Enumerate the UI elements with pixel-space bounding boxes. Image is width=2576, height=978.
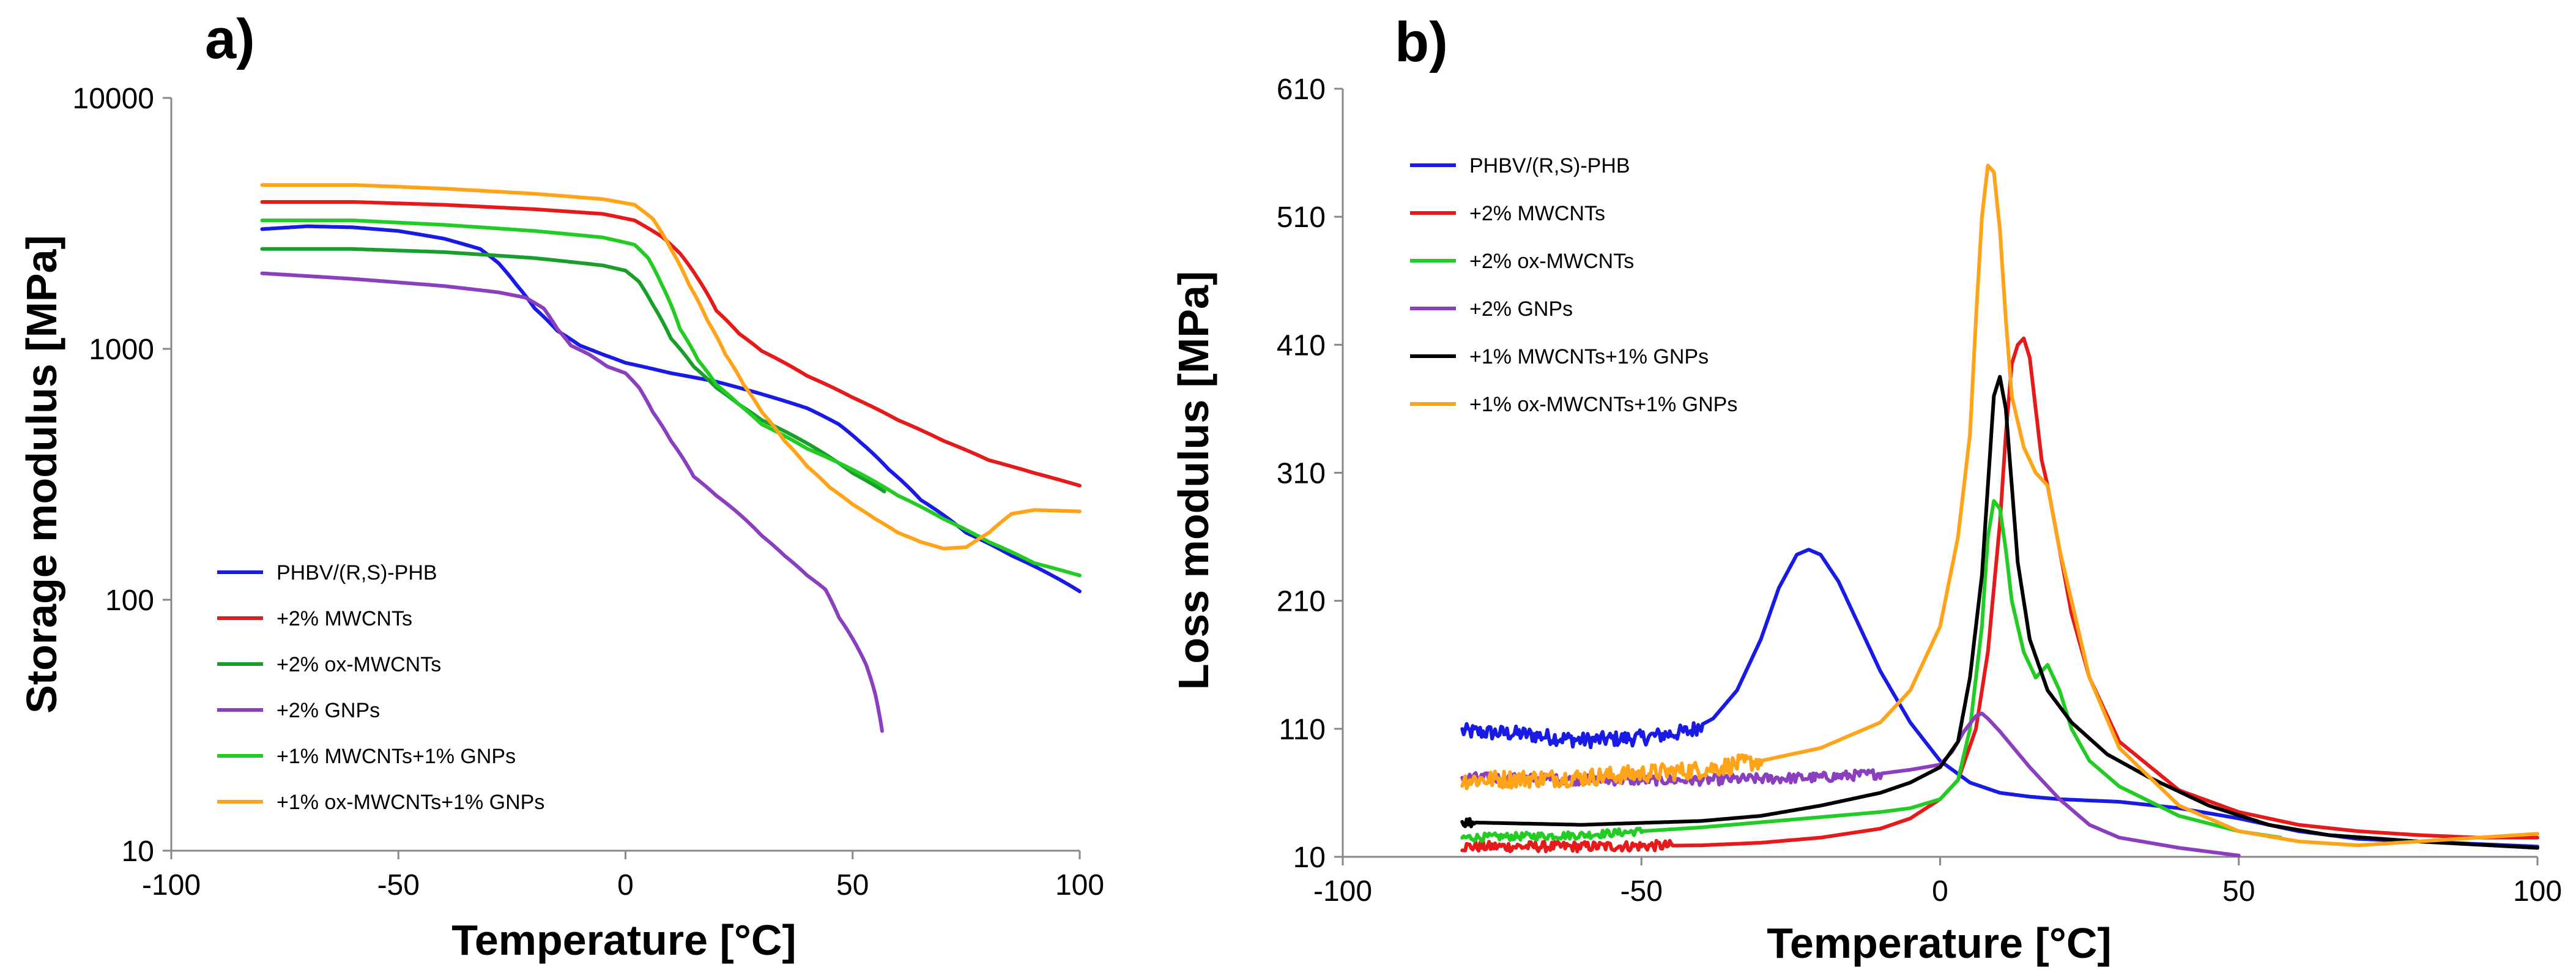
legend-entry-label: PHBV/(R,S)-PHB bbox=[1469, 154, 1630, 177]
panel-b-y-ticks: 10 110 210 310 410 510 610 bbox=[1277, 73, 1343, 874]
legend-entry-label: +2% ox-MWCNTs bbox=[1469, 250, 1634, 273]
panel-b-loss-modulus-chart: b) 10 110 210 310 410 510 610 -100 -50 0 50 100 Te… bbox=[1170, 11, 2562, 967]
legend-entry-label: +2% MWCNTs bbox=[1469, 202, 1605, 225]
y-tick-label: 610 bbox=[1277, 73, 1326, 106]
legend-entry-label: +2% GNPs bbox=[1469, 297, 1573, 321]
panel-a-series bbox=[260, 183, 1082, 733]
x-tick-label: 100 bbox=[2513, 875, 2562, 908]
x-tick-label: 0 bbox=[1932, 875, 1948, 908]
legend-entry-label: +2% GNPs bbox=[277, 699, 380, 722]
panel-b-label: b) bbox=[1395, 11, 1448, 73]
series-line-1 bbox=[260, 200, 1082, 488]
y-tick-label: 100 bbox=[105, 584, 154, 617]
y-tick-label: 110 bbox=[1279, 714, 1326, 746]
series-line-4 bbox=[260, 218, 1082, 578]
panel-b-x-ticks: -100 -50 0 50 100 bbox=[1313, 857, 2562, 908]
y-tick-label: 1000 bbox=[89, 334, 154, 366]
legend-entry-label: +2% MWCNTs bbox=[277, 607, 412, 630]
y-tick-label: 10 bbox=[122, 835, 154, 868]
panel-b-legend: PHBV/(R,S)-PHB +2% MWCNTs +2% ox-MWCNTs +2%… bbox=[1410, 154, 1737, 416]
panel-b-series bbox=[1460, 163, 2539, 857]
panel-a-legend: PHBV/(R,S)-PHB +2% MWCNTs +2% ox-MWCNTs +2%… bbox=[217, 561, 544, 814]
x-tick-label: -100 bbox=[142, 869, 201, 901]
y-tick-label: 210 bbox=[1277, 586, 1326, 618]
series-line-2 bbox=[260, 247, 886, 494]
series-line-5 bbox=[1460, 163, 2539, 848]
y-tick-label: 10000 bbox=[73, 83, 154, 115]
panel-b-y-axis-title: Loss modulus [MPa] bbox=[1170, 271, 1217, 690]
legend-entry-label: PHBV/(R,S)-PHB bbox=[277, 561, 437, 584]
panel-a-y-ticks: 10 100 1000 10000 bbox=[73, 83, 171, 868]
series-line-3 bbox=[260, 271, 884, 733]
panel-a-y-axis-title: Storage modulus [MPa] bbox=[18, 235, 65, 714]
y-tick-label: 10 bbox=[1293, 842, 1326, 874]
x-tick-label: 0 bbox=[617, 869, 634, 901]
x-tick-label: -50 bbox=[377, 869, 420, 901]
x-tick-label: 100 bbox=[1055, 869, 1104, 901]
series-line-4 bbox=[1460, 375, 2539, 850]
panel-b-x-axis-title: Temperature [°C] bbox=[1767, 919, 2111, 967]
legend-entry-label: +2% ox-MWCNTs bbox=[277, 653, 441, 676]
x-tick-label: 50 bbox=[836, 869, 869, 901]
y-tick-label: 510 bbox=[1277, 201, 1326, 234]
legend-entry-label: +1% ox-MWCNTs+1% GNPs bbox=[1469, 393, 1737, 416]
x-tick-label: -50 bbox=[1620, 875, 1663, 908]
y-tick-label: 410 bbox=[1277, 329, 1326, 362]
legend-entry-label: +1% MWCNTs+1% GNPs bbox=[1469, 345, 1709, 368]
y-tick-label: 310 bbox=[1277, 458, 1326, 490]
series-line-2 bbox=[1460, 499, 2283, 843]
x-tick-label: 50 bbox=[2222, 875, 2255, 908]
panel-a-storage-modulus-chart: a) 10 100 1000 10000 -100 -50 0 50 100 Temperat… bbox=[18, 8, 1104, 964]
series-line-5 bbox=[260, 183, 1082, 551]
panel-a-x-ticks: -100 -50 0 50 100 bbox=[142, 851, 1104, 901]
series-line-0 bbox=[1460, 548, 2539, 849]
legend-entry-label: +1% ox-MWCNTs+1% GNPs bbox=[277, 791, 544, 814]
legend-entry-label: +1% MWCNTs+1% GNPs bbox=[277, 745, 516, 768]
panel-a-x-axis-title: Temperature [°C] bbox=[451, 916, 796, 964]
series-line-0 bbox=[260, 224, 1082, 594]
x-tick-label: -100 bbox=[1313, 875, 1372, 908]
panel-a-label: a) bbox=[205, 8, 255, 70]
series-line-1 bbox=[1460, 336, 2539, 854]
